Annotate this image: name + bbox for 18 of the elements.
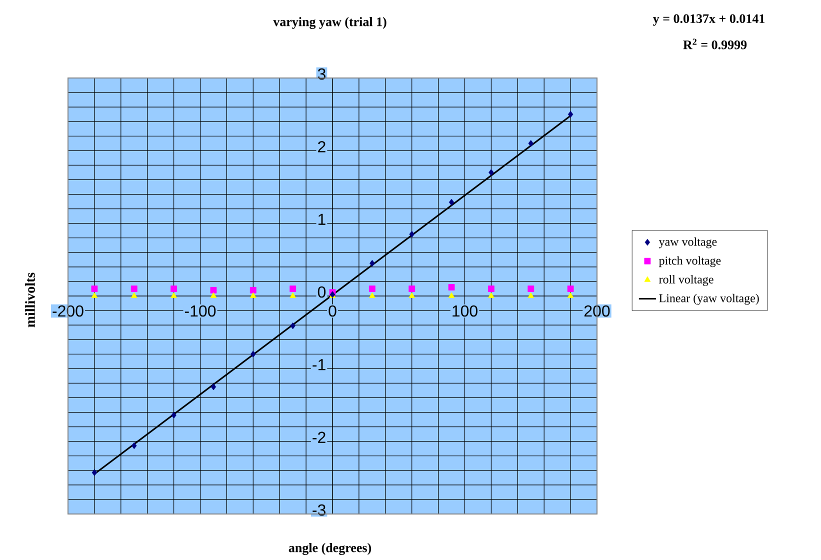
x-tick-label: 200	[584, 305, 610, 317]
y-tick-label: -1	[312, 359, 326, 370]
legend-label: yaw voltage	[658, 237, 717, 248]
y-tick-label: 2	[318, 141, 326, 152]
legend-label: Linear (yaw voltage)	[659, 294, 759, 305]
legend-label: roll voltage	[659, 275, 714, 286]
y-tick-label: 1	[318, 214, 326, 225]
x-axis-title: angle (degrees)	[288, 543, 372, 555]
x-tick-label: 0	[328, 305, 336, 317]
legend-label: pitch voltage	[658, 256, 721, 268]
y-tick-label: -2	[312, 432, 326, 443]
y-tick-label: 0	[318, 286, 326, 298]
y-axis-title: millivolts	[25, 272, 35, 328]
x-tick-label: -100	[184, 305, 216, 317]
chart-title: varying yaw (trial 1)	[273, 17, 386, 29]
x-tick-label: 100	[452, 305, 478, 317]
text: R$^{2}$ = 0.9999	[683, 38, 747, 50]
text: y = 0.0137x + 0.0141	[652, 14, 765, 26]
